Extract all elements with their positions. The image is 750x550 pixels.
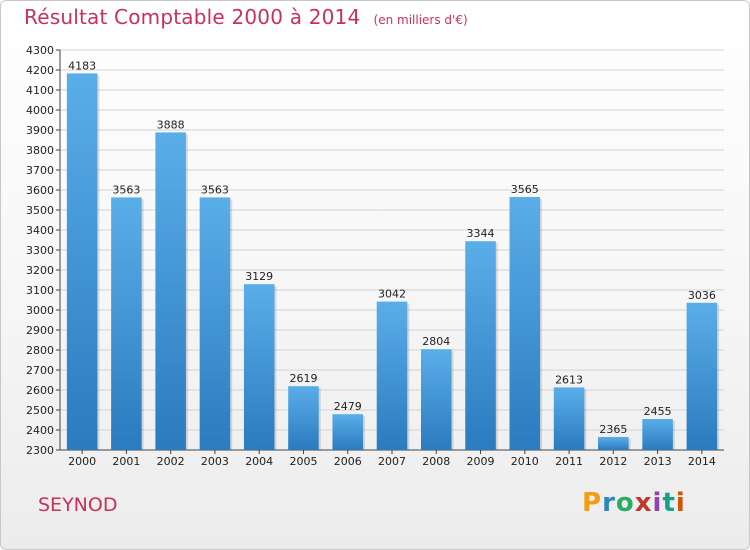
value-label-2001: 3563 (112, 183, 140, 196)
bar-2008 (420, 349, 452, 450)
value-label-2010: 3565 (511, 183, 539, 196)
bar-2009 (465, 241, 496, 450)
logo-letter: x (634, 488, 653, 518)
value-label-2003: 3563 (201, 183, 229, 196)
value-label-2007: 3042 (378, 288, 406, 301)
x-tick-label-2007: 2007 (378, 455, 406, 468)
logo-letter: o (615, 488, 635, 518)
bar-2011 (553, 387, 585, 450)
bar-2006 (332, 414, 364, 450)
x-tick-label-2006: 2006 (334, 455, 362, 468)
value-label-2008: 2804 (422, 335, 450, 348)
bar-2007 (376, 301, 408, 450)
x-tick-label-2013: 2013 (644, 455, 672, 468)
value-label-2014: 3036 (688, 289, 716, 302)
bar-2005 (288, 386, 319, 450)
proxiti-logo[interactable]: Proxiti (582, 488, 686, 518)
y-tick-label: 3000 (26, 304, 54, 317)
x-tick-label-2012: 2012 (599, 455, 627, 468)
x-tick-label-2003: 2003 (201, 455, 229, 468)
bar-2001 (111, 197, 142, 450)
x-tick-label-2010: 2010 (511, 455, 539, 468)
y-tick-label: 2400 (26, 424, 54, 437)
value-label-2009: 3344 (467, 227, 495, 240)
value-label-2006: 2479 (334, 400, 362, 413)
logo-letter: i (652, 488, 663, 518)
x-tick-label-2002: 2002 (157, 455, 185, 468)
y-tick-label: 3900 (26, 124, 54, 137)
bar-2002 (155, 132, 186, 450)
x-tick-label-2008: 2008 (422, 455, 450, 468)
logo-letter: i (675, 488, 686, 518)
y-tick-label: 3700 (26, 164, 54, 177)
y-tick-label: 3100 (26, 284, 54, 297)
y-tick-label: 3400 (26, 224, 54, 237)
y-tick-label: 3800 (26, 144, 54, 157)
chart-title: Résultat Comptable 2000 à 2014 (24, 5, 361, 29)
x-tick-label-2000: 2000 (68, 455, 96, 468)
commune-name: SEYNOD (38, 494, 118, 516)
y-tick-label: 3200 (26, 264, 54, 277)
bar-2012 (598, 437, 629, 450)
value-label-2000: 4183 (68, 59, 96, 72)
y-tick-label: 3600 (26, 184, 54, 197)
y-tick-label: 2700 (26, 364, 54, 377)
value-labels: 4183 3563 3888 3563 3129 2619 2479 3042 2804 3344… (68, 59, 716, 436)
y-tick-labels: 2300 2400 2500 2600 2700 2800 2900 3000 3100 3200… (26, 44, 54, 457)
bar-2014 (686, 302, 718, 450)
value-label-2013: 2455 (644, 405, 672, 418)
value-label-2012: 2365 (599, 423, 627, 436)
bar-2010 (509, 197, 541, 450)
value-label-2011: 2613 (555, 373, 583, 386)
y-tick-label: 4300 (26, 44, 54, 57)
x-tick-label-2009: 2009 (467, 455, 495, 468)
bar-2000 (66, 73, 98, 451)
value-label-2004: 3129 (245, 270, 273, 283)
x-tick-label-2011: 2011 (555, 455, 583, 468)
y-tick-label: 4100 (26, 84, 54, 97)
bar-2003 (199, 197, 231, 450)
y-tick-label: 2900 (26, 324, 54, 337)
x-tick-label-2004: 2004 (245, 455, 273, 468)
chart-subtitle: (en milliers d'€) (373, 13, 468, 27)
bars (66, 73, 720, 451)
bar-2004 (243, 284, 275, 450)
chart-header: Résultat Comptable 2000 à 2014 (en milli… (24, 5, 468, 29)
y-tick-label: 2800 (26, 344, 54, 357)
value-label-2002: 3888 (157, 118, 185, 131)
y-tick-label: 2300 (26, 444, 54, 457)
logo-letter: r (602, 488, 616, 518)
y-tick-label: 3500 (26, 204, 54, 217)
logo-letter: P (582, 488, 603, 518)
value-label-2005: 2619 (289, 372, 317, 385)
x-tick-label-2001: 2001 (112, 455, 140, 468)
y-tick-label: 3300 (26, 244, 54, 257)
x-tick-labels: 2000 2001 2002 2003 2004 2005 2006 2007 2008 2009… (68, 450, 716, 468)
y-tick-label: 2500 (26, 404, 54, 417)
logo-letter: t (662, 488, 676, 518)
y-tick-label: 2600 (26, 384, 54, 397)
x-tick-label-2005: 2005 (289, 455, 317, 468)
x-tick-label-2014: 2014 (688, 455, 716, 468)
bar-2013 (642, 419, 673, 450)
y-tick-label: 4000 (26, 104, 54, 117)
y-tick-label: 4200 (26, 64, 54, 77)
